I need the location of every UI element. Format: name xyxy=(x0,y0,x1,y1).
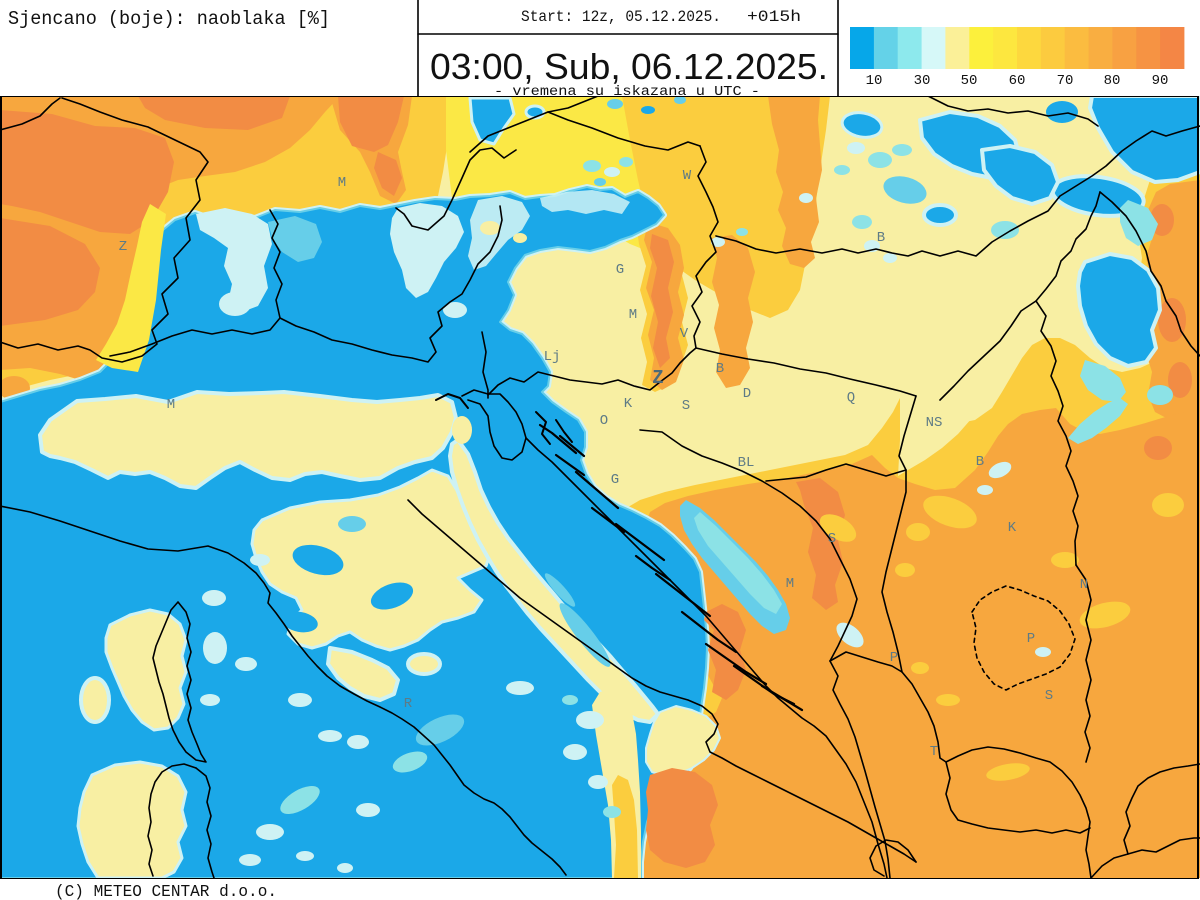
svg-text:T: T xyxy=(930,744,938,760)
svg-text:S: S xyxy=(1045,688,1053,704)
svg-text:- vremena su iskazana u UTC -: - vremena su iskazana u UTC - xyxy=(494,85,760,100)
svg-text:10: 10 xyxy=(866,73,883,89)
svg-text:P: P xyxy=(1027,631,1035,647)
svg-text:P: P xyxy=(890,650,898,666)
svg-text:Start: 12z, 05.12.2025.: Start: 12z, 05.12.2025. xyxy=(521,8,721,26)
svg-text:Z: Z xyxy=(119,239,127,255)
svg-text:K: K xyxy=(624,396,633,412)
svg-text:B: B xyxy=(877,230,885,246)
svg-text:30: 30 xyxy=(914,73,931,89)
svg-text:S: S xyxy=(682,398,690,414)
svg-text:70: 70 xyxy=(1057,73,1074,89)
svg-text:80: 80 xyxy=(1104,73,1121,89)
svg-text:50: 50 xyxy=(961,73,978,89)
svg-text:+015h: +015h xyxy=(747,8,801,26)
svg-text:N: N xyxy=(1080,577,1088,593)
svg-text:W: W xyxy=(683,168,692,184)
svg-text:O: O xyxy=(600,413,608,429)
svg-text:B: B xyxy=(716,361,724,377)
svg-text:R: R xyxy=(404,696,413,712)
svg-text:Z: Z xyxy=(652,367,663,389)
svg-text:Sjencano (boje): naoblaka [%]: Sjencano (boje): naoblaka [%] xyxy=(8,8,330,30)
svg-text:Lj: Lj xyxy=(544,349,561,365)
svg-text:B: B xyxy=(976,454,984,470)
svg-text:S: S xyxy=(828,531,836,547)
svg-text:90: 90 xyxy=(1152,73,1169,89)
svg-text:G: G xyxy=(616,262,624,278)
svg-text:D: D xyxy=(743,386,751,402)
svg-text:V: V xyxy=(680,326,689,342)
svg-text:Q: Q xyxy=(847,390,855,406)
svg-text:03:00, Sub, 06.12.2025.: 03:00, Sub, 06.12.2025. xyxy=(430,46,828,87)
svg-text:M: M xyxy=(338,175,346,191)
svg-text:(C) METEO CENTAR d.o.o.: (C) METEO CENTAR d.o.o. xyxy=(55,883,277,900)
svg-text:60: 60 xyxy=(1009,73,1026,89)
svg-text:M: M xyxy=(629,307,637,323)
svg-text:BL: BL xyxy=(738,455,755,471)
svg-text:K: K xyxy=(1008,520,1017,536)
svg-text:NS: NS xyxy=(926,415,943,431)
svg-text:M: M xyxy=(167,397,175,413)
svg-text:G: G xyxy=(611,472,619,488)
svg-text:M: M xyxy=(786,576,794,592)
